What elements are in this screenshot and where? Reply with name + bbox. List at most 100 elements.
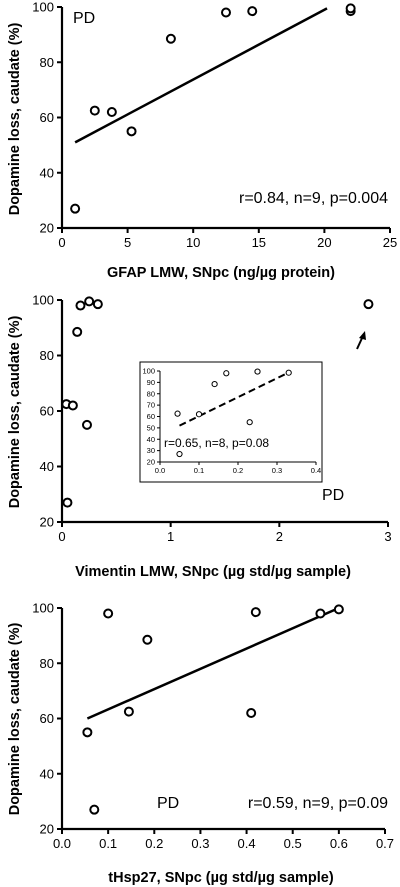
x-tick-label: 0 [58,529,65,544]
y-tick-label: 60 [40,711,54,726]
inset-data-point [176,450,183,458]
data-point [246,707,257,718]
x-tick-label: 0.7 [376,836,394,851]
x-tick-label: 2 [276,529,283,544]
y-tick-label: 100 [32,601,54,616]
y-tick-label: 60 [40,110,54,125]
inset-data-point [223,370,230,377]
data-point [363,299,374,310]
data-point [345,3,356,14]
panel-label: PD [73,10,95,27]
x-axis-label: Vimentin LMW, SNpc (µg std/µg sample) [75,564,351,580]
data-point [72,326,83,337]
inset-frame [139,361,323,483]
x-tick-label: 0 [58,235,65,250]
x-axis-label: tHsp27, SNpc (µg std/µg sample) [108,870,334,886]
data-point [75,300,86,311]
data-point [126,126,137,137]
y-axis-label: Dopamine loss, caudate (%) [7,623,23,816]
inset-y-tick-label: 30 [147,446,155,455]
x-tick-label: 0.6 [330,836,348,851]
inset-y-tick-label: 70 [147,401,155,410]
inset-data-point [211,380,218,388]
y-axis-label: Dopamine loss, caudate (%) [7,23,23,216]
plot-marks: 0.0 0.1 0.2 0.3 0.4 0.5 0.6 0.7 20 40 60 80 100 [32,601,394,852]
inset-data-point [174,410,181,417]
y-axis-label: Dopamine loss, caudate (%) [7,316,23,509]
data-point [221,7,231,18]
x-tick-label: 0.4 [238,836,256,851]
y-tick-label: 40 [40,459,54,474]
stats-annotation: r=0.84, n=9, p=0.004 [239,190,388,207]
inset-stats-annotation: r=0.65, n=8, p=0.08 [164,436,269,450]
x-tick-label: 5 [124,235,131,250]
data-point [89,804,100,815]
inset-regression-line [179,373,286,427]
x-tick-label: 25 [383,235,397,250]
chart-panel-vimentin: 0 1 2 3 20 40 60 80 100 PD Vimentin LMW, SNpc (µ… [7,293,392,581]
stats-annotation: r=0.59, n=9, p=0.09 [248,795,388,812]
panel-label: PD [322,487,344,504]
inset-x-tick-label: 0.2 [233,466,243,475]
chart-panel-thsp27: 0.0 0.1 0.2 0.3 0.4 0.5 0.6 0.7 20 40 60 80 100 PD r… [7,601,394,887]
x-tick-label: 15 [252,235,266,250]
x-tick-label: 1 [167,529,174,544]
x-axis-label: GFAP LMW, SNpc (ng/µg protein) [107,265,335,281]
inset-data-point [285,369,292,376]
x-tick-label: 0.5 [284,836,302,851]
panel-label: PD [157,795,179,812]
inset-y-tick-label: 100 [142,367,155,376]
inset-y-tick-label: 80 [147,389,155,398]
x-tick-label: 0.2 [145,836,163,851]
data-point [106,106,117,117]
data-point [250,607,261,618]
inset-plot-marks: 0.0 0.1 0.2 0.3 0.4 20 30 40 50 60 70 80 90 100 [142,367,321,476]
regression-line [74,7,328,144]
data-point [70,203,81,214]
y-tick-label: 20 [40,221,54,236]
x-tick-label: 0.0 [53,836,71,851]
plot-marks: 0 1 2 3 20 40 60 80 100 [32,293,391,545]
data-point [103,608,114,619]
regression-line [86,606,340,720]
arrow-icon [356,331,366,350]
y-tick-label: 20 [40,515,54,530]
data-point [333,604,344,615]
data-point [247,6,258,17]
inset-x-tick-label: 0.4 [311,466,321,475]
inset-y-tick-label: 90 [147,378,155,387]
inset-data-point [254,368,261,375]
inset-y-tick-label: 20 [147,458,155,467]
data-point [84,296,95,307]
data-point [67,400,78,411]
chart-panel-gfap: 0 5 10 15 20 25 20 40 60 80 100 PD r=0.84, n=9, p=… [7,0,397,281]
y-tick-label: 100 [32,293,54,308]
x-tick-label: 0.3 [191,836,209,851]
y-tick-label: 80 [40,55,54,70]
y-tick-label: 80 [40,348,54,363]
inset-x-tick-label: 0.1 [194,466,204,475]
y-tick-label: 40 [40,766,54,781]
plot-marks: 0 5 10 15 20 25 20 40 60 80 100 [32,0,397,250]
y-tick-label: 60 [40,404,54,419]
data-point [81,419,92,430]
inset-x-tick-label: 0.3 [272,466,282,475]
y-tick-label: 20 [40,822,54,837]
data-point [142,634,153,645]
x-tick-label: 10 [186,235,200,250]
data-point [82,727,93,738]
y-tick-label: 100 [32,0,54,15]
inset-x-tick-label: 0.0 [155,466,165,475]
x-tick-label: 3 [384,529,391,544]
data-point [165,33,176,44]
inset-chart: 0.0 0.1 0.2 0.3 0.4 20 30 40 50 60 70 80 90 100 r=0.6… [139,361,323,483]
data-point [123,706,134,717]
inset-y-tick-label: 50 [147,423,155,432]
y-tick-label: 80 [40,656,54,671]
x-tick-label: 0.1 [99,836,117,851]
inset-y-tick-label: 40 [147,435,155,444]
inset-data-point [246,419,253,426]
inset-data-point [195,411,203,418]
y-tick-label: 40 [40,165,54,180]
